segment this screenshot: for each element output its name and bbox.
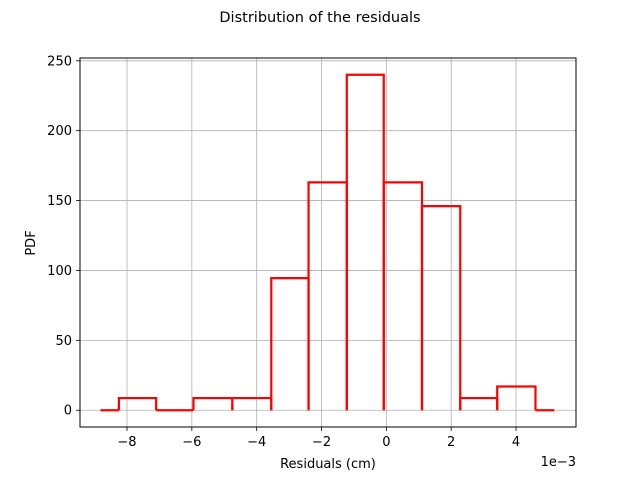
chart-title: Distribution of the residuals [219, 10, 420, 26]
histogram-bin [117, 396, 158, 411]
y-tick-label: 200 [47, 124, 72, 139]
x-tick-label: −2 [312, 435, 331, 450]
x-tick-label: −4 [247, 435, 266, 450]
y-tick-label: 150 [47, 194, 72, 209]
x-axis-label: Residuals (cm) [280, 457, 376, 472]
y-tick-label: 100 [47, 264, 72, 279]
y-tick-label: 0 [64, 404, 72, 419]
histogram-bin [496, 385, 537, 411]
x-tick-label: 0 [382, 435, 390, 450]
x-tick-label: −8 [117, 435, 136, 450]
axis-ticks: −8 −6 −4 −2 0 2 4 0 50 100 150 200 250 [47, 54, 520, 450]
x-axis-offset-label: 1e−3 [541, 455, 576, 470]
y-tick-label: 50 [55, 334, 72, 349]
plot-frame [79, 57, 577, 428]
x-tick-label: 4 [512, 435, 520, 450]
grid-lines [80, 58, 576, 427]
histogram-bin [420, 205, 462, 411]
y-tick-label: 250 [47, 54, 72, 69]
histogram-series [100, 73, 555, 412]
x-tick-label: −6 [182, 435, 201, 450]
y-axis-label: PDF [24, 230, 39, 255]
x-tick-label: 2 [447, 435, 455, 450]
